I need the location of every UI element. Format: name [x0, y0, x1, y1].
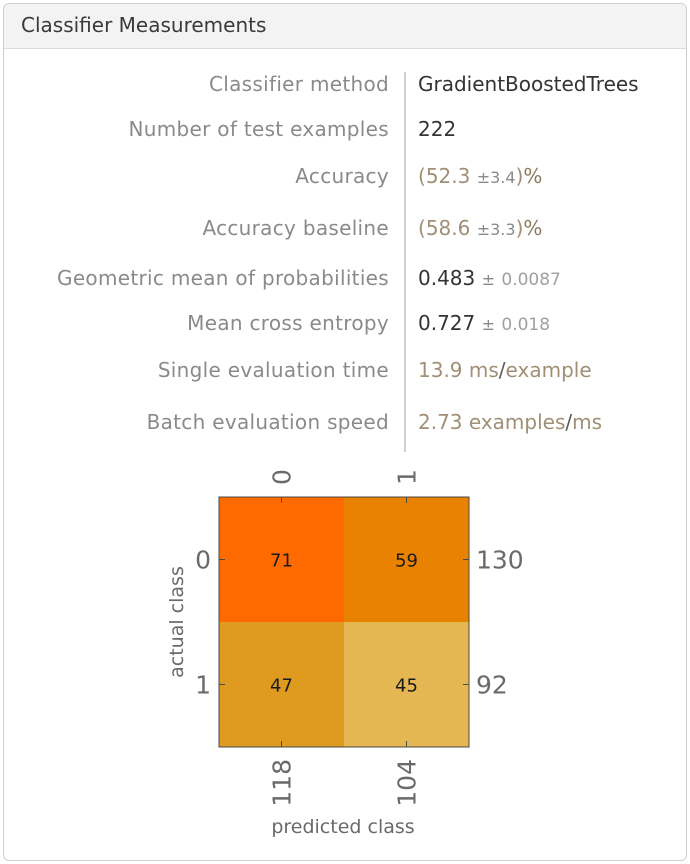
cross-entropy-value: 0.727 — [418, 311, 476, 335]
classifier-method-label: Classifier method — [209, 72, 389, 96]
cross-entropy-error: 0.018 — [501, 315, 551, 335]
actual-class-tick-label: 1 — [195, 671, 211, 700]
row-classifier-method: Classifier method GradientBoostedTrees — [0, 72, 690, 102]
column-divider — [404, 72, 406, 452]
baseline-open-paren: ( — [418, 216, 426, 240]
baseline-unit: % — [523, 216, 543, 240]
row-eval-time: Single evaluation time 13.9 ms/example — [0, 358, 690, 388]
panel-title: Classifier Measurements — [21, 13, 267, 37]
batch-speed-label: Batch evaluation speed — [146, 410, 389, 434]
batch-speed-unit1: examples — [468, 410, 566, 434]
matrix-cell-value: 71 — [270, 551, 293, 572]
batch-speed-value-group: 2.73 examples/ms — [418, 410, 602, 434]
matrix-cell — [344, 497, 469, 622]
cross-entropy-value-group: 0.727 ± 0.018 — [418, 311, 550, 335]
row-total-label: 130 — [476, 546, 524, 575]
predicted-class-tick-label: 1 — [393, 469, 422, 485]
eval-time-unit2: example — [505, 358, 592, 382]
y-axis-title: actual class — [166, 566, 188, 678]
accuracy-value: 52.3 — [425, 164, 471, 188]
eval-time-label: Single evaluation time — [157, 358, 389, 382]
accuracy-open-paren: ( — [418, 164, 426, 188]
batch-speed-slash: / — [565, 410, 573, 434]
x-axis-title: predicted class — [271, 816, 414, 838]
matrix-cell-value: 45 — [395, 676, 418, 697]
accuracy-baseline-value: 58.6 — [425, 216, 471, 240]
row-geometric-mean: Geometric mean of probabilities 0.483 ± … — [0, 266, 690, 296]
accuracy-close-paren: ) — [515, 164, 524, 188]
row-accuracy-baseline: Accuracy baseline (58.6 ±3.3)% — [0, 216, 690, 246]
batch-speed-unit2: ms — [572, 410, 603, 434]
test-examples-value: 222 — [418, 117, 457, 141]
accuracy-label: Accuracy — [295, 164, 389, 188]
baseline-pm: ± — [476, 220, 491, 239]
accuracy-baseline-label: Accuracy baseline — [202, 216, 389, 240]
eval-time-unit1: ms — [468, 358, 499, 382]
matrix-cell — [219, 622, 344, 747]
column-total-label: 104 — [393, 759, 422, 807]
column-total-label: 118 — [268, 759, 297, 807]
geometric-mean-label: Geometric mean of probabilities — [57, 266, 389, 290]
cross-entropy-pm: ± — [481, 315, 496, 334]
matrix-cell-value: 59 — [395, 551, 418, 572]
classifier-method-value: GradientBoostedTrees — [418, 72, 639, 96]
geometric-mean-value: 0.483 — [418, 266, 476, 290]
predicted-class-tick-label: 0 — [268, 469, 297, 485]
eval-time-value-group: 13.9 ms/example — [418, 358, 592, 382]
panel-header — [4, 4, 686, 49]
row-test-examples: Number of test examples 222 — [0, 117, 690, 147]
geometric-mean-error: 0.0087 — [501, 270, 561, 290]
accuracy-value-group: (52.3 ±3.4)% — [418, 164, 542, 188]
batch-speed-value: 2.73 — [418, 410, 463, 434]
row-total-label: 92 — [476, 671, 508, 700]
accuracy-pm: ± — [476, 168, 491, 187]
matrix-cell-value: 47 — [270, 676, 293, 697]
cross-entropy-label: Mean cross entropy — [187, 311, 389, 335]
row-batch-speed: Batch evaluation speed 2.73 examples/ms — [0, 410, 690, 440]
accuracy-error: 3.4 — [490, 168, 516, 187]
eval-time-value: 13.9 — [418, 358, 463, 382]
accuracy-baseline-value-group: (58.6 ±3.3)% — [418, 216, 542, 240]
row-cross-entropy: Mean cross entropy 0.727 ± 0.018 — [0, 311, 690, 341]
eval-time-slash: / — [498, 358, 506, 382]
baseline-close-paren: ) — [515, 216, 524, 240]
baseline-error: 3.3 — [490, 220, 516, 239]
actual-class-tick-label: 0 — [195, 546, 211, 575]
geometric-mean-pm: ± — [481, 270, 496, 289]
test-examples-label: Number of test examples — [128, 117, 389, 141]
accuracy-unit: % — [523, 164, 543, 188]
matrix-cell — [344, 622, 469, 747]
matrix-frame — [218, 496, 470, 748]
matrix-cell — [219, 497, 344, 622]
geometric-mean-value-group: 0.483 ± 0.0087 — [418, 266, 561, 290]
row-accuracy: Accuracy (52.3 ±3.4)% — [0, 164, 690, 194]
